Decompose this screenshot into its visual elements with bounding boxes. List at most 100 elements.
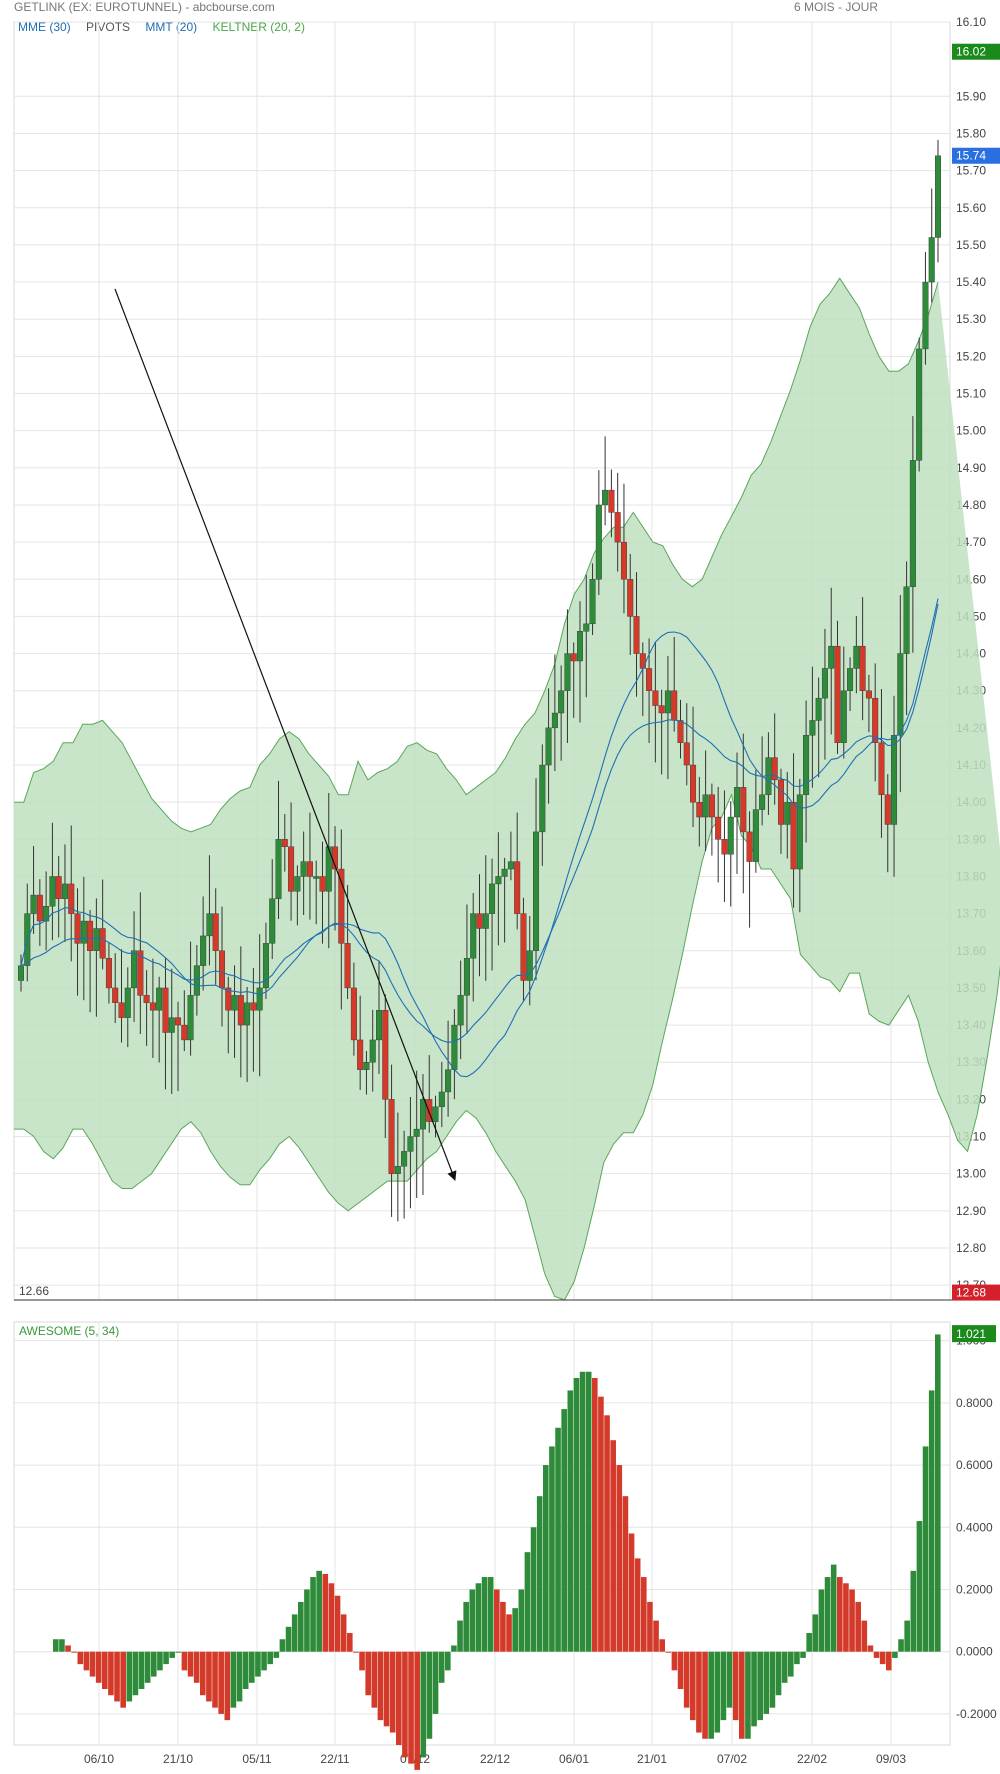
candle-body — [319, 876, 326, 892]
ao-bar — [273, 1651, 280, 1658]
candle — [602, 436, 609, 526]
candle-body — [200, 935, 207, 966]
candle — [36, 879, 43, 946]
candle — [821, 628, 828, 760]
candle — [583, 574, 590, 698]
ao-bar — [506, 1614, 512, 1652]
candle-body — [690, 764, 697, 803]
ao-bar — [157, 1651, 163, 1671]
candle — [620, 483, 627, 614]
candle-body — [803, 735, 810, 795]
ao-bar — [579, 1371, 586, 1652]
ao-bar — [739, 1651, 745, 1739]
ao-bar — [873, 1651, 880, 1658]
candle — [777, 768, 784, 854]
ao-bar — [592, 1377, 598, 1652]
legend-item-mme[interactable]: MME (30) — [18, 20, 71, 34]
candle-body — [821, 668, 828, 699]
keltner-band — [14, 278, 1000, 1300]
ao-bar — [641, 1577, 647, 1652]
candle — [445, 1020, 452, 1117]
candle — [752, 770, 759, 873]
legend-item-pivots[interactable]: PIVOTS — [86, 20, 131, 34]
candle — [118, 949, 125, 1043]
ao-bar — [892, 1651, 898, 1658]
candle-body — [727, 816, 734, 855]
candle-body — [878, 742, 885, 795]
ao-bar — [102, 1651, 108, 1690]
current-price-badge-text: 15.74 — [956, 149, 986, 163]
trend-arrow — [114, 288, 457, 1181]
ao-bar — [708, 1651, 714, 1739]
ao-bar — [334, 1595, 341, 1652]
candle — [426, 1055, 433, 1133]
candle — [250, 968, 257, 1072]
ao-bar — [573, 1377, 580, 1652]
candle-body — [551, 712, 558, 729]
candle-body — [583, 623, 590, 632]
candle-body — [935, 155, 942, 238]
candle — [419, 1074, 426, 1196]
candle-body — [363, 1062, 370, 1070]
candle-body — [175, 1017, 182, 1026]
candle — [828, 587, 835, 735]
candle-body — [476, 913, 483, 929]
ao-bar — [371, 1651, 378, 1708]
candle-body — [168, 1017, 175, 1033]
candle — [350, 962, 357, 1056]
candle — [325, 793, 332, 949]
ao-bar — [445, 1651, 451, 1671]
candle-body — [834, 645, 841, 743]
ao-bar — [402, 1651, 408, 1758]
ao-bar — [512, 1608, 518, 1652]
candle — [727, 801, 734, 907]
candle — [206, 855, 213, 966]
ao-bar — [935, 1334, 941, 1652]
candle — [928, 188, 935, 303]
candle — [696, 776, 703, 847]
low-price-badge-bg — [952, 1284, 1000, 1301]
candle-body — [306, 861, 313, 877]
candle — [300, 831, 307, 916]
ao-bar — [151, 1651, 157, 1677]
ao-bar — [628, 1533, 635, 1652]
ao-bar — [359, 1651, 365, 1671]
candle — [344, 884, 351, 1000]
candle-body — [507, 861, 514, 870]
candle-body — [419, 1099, 426, 1130]
support-line-label: 12.66 — [19, 1284, 49, 1298]
period-label[interactable]: 6 MOIS - JOUR — [793, 0, 878, 14]
ao-bar — [65, 1645, 71, 1652]
ao-bar — [95, 1651, 102, 1683]
candle — [168, 968, 175, 1094]
candle-body — [344, 943, 351, 989]
ao-bar — [279, 1639, 286, 1652]
ao-bar — [365, 1651, 371, 1696]
legend-item-mmt[interactable]: MMT (20) — [145, 20, 198, 34]
ao-bar — [420, 1651, 427, 1758]
ao-bar — [457, 1620, 463, 1652]
ao-bar — [855, 1601, 861, 1652]
ao-bar — [426, 1651, 433, 1739]
oscillator-panel — [13, 1321, 951, 1746]
candle — [564, 609, 571, 744]
candle-body — [840, 690, 847, 743]
price-tick-label: 15.90 — [956, 89, 986, 103]
candle — [847, 657, 854, 712]
candle — [734, 752, 741, 874]
candle-body — [131, 950, 138, 989]
candle — [225, 976, 232, 1054]
candle — [74, 888, 81, 996]
candle-body — [237, 995, 244, 1026]
candle — [137, 892, 144, 1034]
candle — [815, 677, 822, 778]
legend-item-keltner[interactable]: KELTNER (20, 2) — [212, 20, 305, 34]
candle — [401, 1130, 408, 1219]
candle — [677, 699, 684, 759]
price-tick-label: 15.30 — [956, 312, 986, 326]
candle — [55, 855, 62, 938]
candle — [614, 472, 621, 572]
candle — [589, 563, 596, 635]
candle-body — [708, 794, 715, 818]
